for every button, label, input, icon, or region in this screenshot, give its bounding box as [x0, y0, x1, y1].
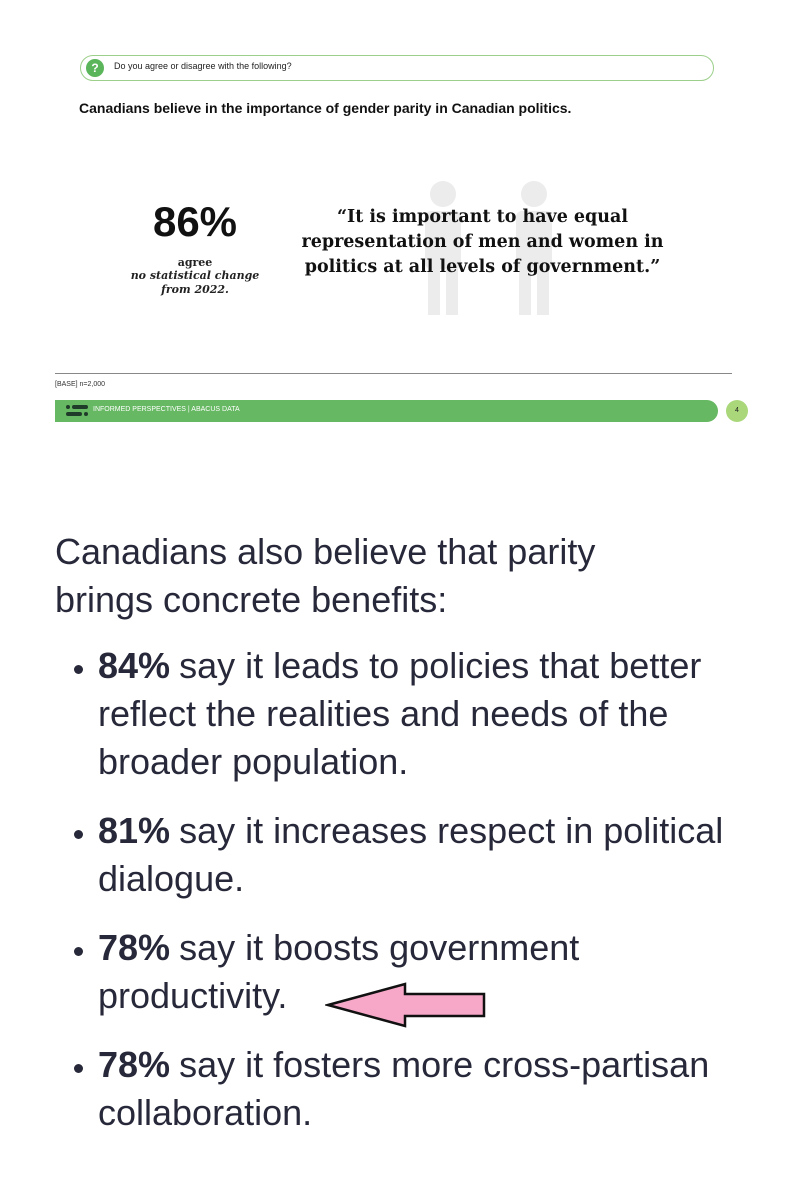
quote: “It is important to have equal represent…: [301, 207, 664, 277]
logo: [66, 405, 88, 416]
page-number: 4: [726, 400, 748, 422]
bullet-text: say it boosts government productivity.: [98, 927, 580, 1016]
post-body: Canadians also believe that parity bring…: [55, 528, 755, 1158]
slide-title: Canadians believe in the importance of g…: [79, 100, 572, 116]
bullet-list: 84%say it leads to policies that better …: [55, 642, 755, 1137]
bullet-stat: 81%: [98, 810, 171, 851]
stat-value: 86%: [152, 198, 238, 245]
stat-label: agree: [177, 256, 213, 269]
intro: Canadians also believe that parity bring…: [55, 531, 596, 620]
base-note: [BASE] n=2,000: [55, 381, 106, 388]
stat-note: no statistical change from 2022.: [130, 269, 260, 296]
bullet-item: 78%say it boosts government productivity…: [98, 924, 755, 1020]
question-pill: ? Do you agree or disagree with the foll…: [80, 55, 714, 81]
bullet-item: 81%say it increases respect in political…: [98, 807, 755, 903]
bullet-stat: 78%: [98, 927, 171, 968]
divider: [55, 373, 732, 374]
question-icon: ?: [86, 59, 104, 77]
bullet-item: 78%say it fosters more cross-partisan co…: [98, 1041, 755, 1137]
pink-arrow: [325, 982, 486, 1028]
bullet-stat: 84%: [98, 645, 171, 686]
question: Do you agree or disagree with the follow…: [114, 61, 292, 71]
bullet-text: say it leads to policies that better ref…: [98, 645, 702, 782]
bullet-item: 84%say it leads to policies that better …: [98, 642, 755, 786]
bullet-text: say it increases respect in political di…: [98, 810, 724, 899]
footer-text: INFORMED PERSPECTIVES | ABACUS DATA: [93, 406, 240, 413]
bullet-stat: 78%: [98, 1044, 171, 1085]
people-icon: [425, 181, 552, 315]
bullet-text: say it fosters more cross-partisan colla…: [98, 1044, 710, 1133]
footer-bar: INFORMED PERSPECTIVES | ABACUS DATA: [55, 400, 718, 422]
